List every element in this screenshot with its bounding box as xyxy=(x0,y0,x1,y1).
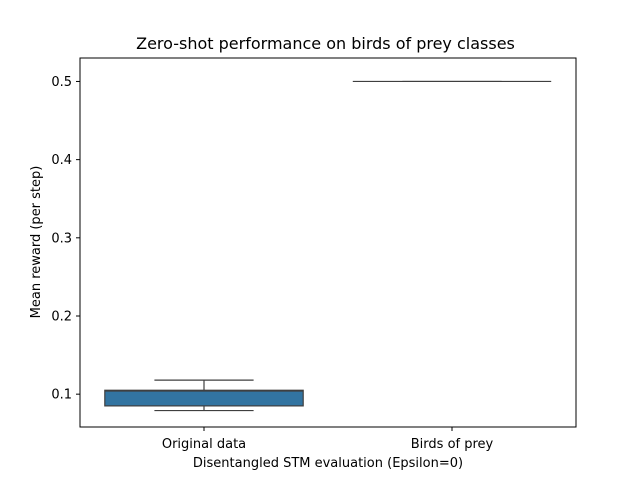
x-tick-label: Original data xyxy=(162,437,246,452)
y-tick-label: 0.4 xyxy=(51,153,72,168)
chart-title: Zero-shot performance on birds of prey c… xyxy=(136,34,515,53)
plot-area: 0.1 0.2 0.3 0.4 0.5 Original data Birds of pre… xyxy=(51,75,552,452)
box-iqr xyxy=(104,389,304,407)
y-tick-label: 0.3 xyxy=(51,231,72,246)
axes-frame xyxy=(79,57,577,428)
y-tick-label: 0.2 xyxy=(51,309,72,324)
y-axis-label: Mean reward (per step) xyxy=(29,166,44,319)
y-tick-label: 0.1 xyxy=(51,388,72,403)
x-axis-label: Disentangled STM evaluation (Epsilon=0) xyxy=(193,456,463,471)
x-tick-label: Birds of prey xyxy=(411,437,494,452)
y-tick-label: 0.5 xyxy=(51,75,72,90)
